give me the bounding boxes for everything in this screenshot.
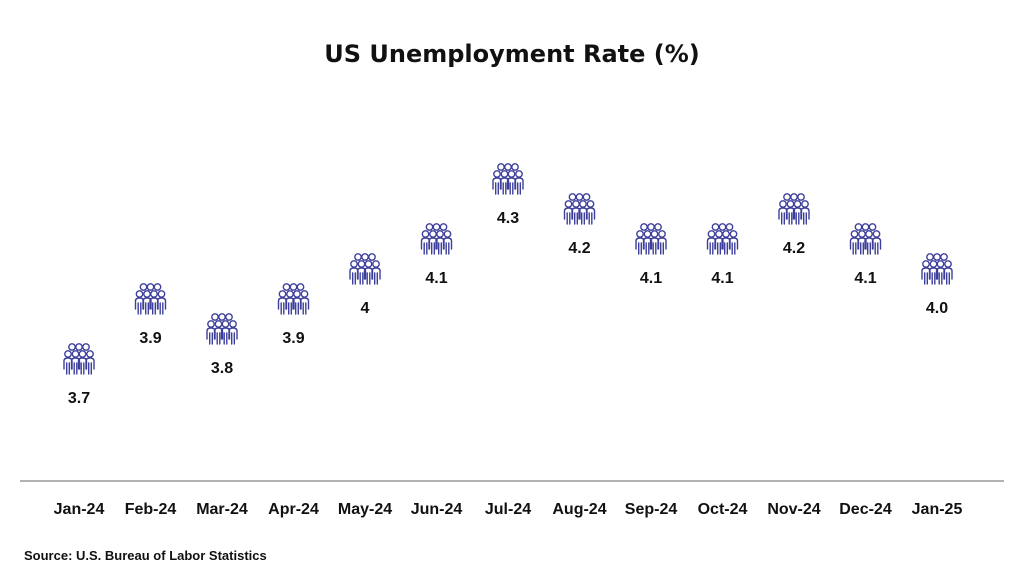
x-tick-label: Aug-24 — [552, 501, 606, 518]
people-group-icon — [134, 283, 167, 315]
x-tick-label: Jan-24 — [54, 501, 105, 518]
data-label-layer: 3.7 3.9 3.8 3.9 4 4.1 4.3 4.2 4.1 4.1 4.2 4.1 4.0 — [68, 210, 948, 407]
x-tick-label: Sep-24 — [625, 501, 678, 518]
people-group-icon — [635, 223, 667, 255]
x-tick-label: Jan-25 — [912, 501, 963, 518]
x-tick-label: Jun-24 — [411, 501, 463, 518]
data-label: 4.2 — [568, 240, 590, 257]
data-label: 3.7 — [68, 390, 90, 407]
people-group-icon — [277, 283, 310, 315]
people-group-icon — [778, 193, 810, 225]
people-group-icon — [206, 313, 238, 345]
data-label: 3.9 — [139, 330, 161, 347]
x-tick-label: Dec-24 — [839, 501, 892, 518]
people-group-icon — [921, 253, 953, 285]
people-group-icon — [63, 343, 95, 375]
data-label: 4.1 — [425, 270, 447, 287]
x-tick-label: Oct-24 — [698, 501, 748, 518]
x-tick-label: Feb-24 — [125, 501, 177, 518]
data-label: 4.1 — [711, 270, 733, 287]
x-tick-label: Jul-24 — [485, 501, 531, 518]
data-label: 4.1 — [854, 270, 876, 287]
data-label: 4.1 — [640, 270, 662, 287]
people-group-icon — [420, 223, 453, 255]
data-label: 3.8 — [211, 360, 233, 377]
x-tick-label: Apr-24 — [268, 501, 319, 518]
x-tick-label: Mar-24 — [196, 501, 248, 518]
data-label: 4.2 — [783, 240, 805, 257]
data-label: 3.9 — [282, 330, 304, 347]
source-note: Source: U.S. Bureau of Labor Statistics — [24, 548, 267, 563]
x-tick-label-layer: Jan-24 Feb-24 Mar-24 Apr-24 May-24 Jun-24 Jul-… — [54, 501, 963, 518]
data-label: 4 — [361, 300, 370, 317]
x-tick-label: Nov-24 — [767, 501, 820, 518]
people-group-icon — [563, 193, 596, 225]
people-group-icon — [492, 163, 524, 195]
marker-layer — [63, 163, 953, 375]
data-label: 4.3 — [497, 210, 519, 227]
x-tick-label: May-24 — [338, 501, 392, 518]
data-label: 4.0 — [926, 300, 948, 317]
chart-title: US Unemployment Rate (%) — [324, 40, 700, 68]
people-group-icon — [849, 223, 882, 255]
people-group-icon — [349, 253, 381, 285]
people-group-icon — [706, 223, 739, 255]
